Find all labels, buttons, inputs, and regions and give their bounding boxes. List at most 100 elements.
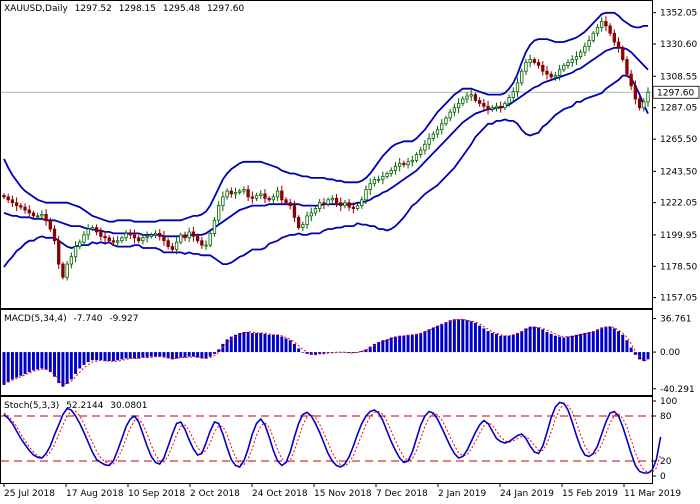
candle [625,56,629,78]
candle [191,226,196,242]
candle-body [259,193,263,196]
macd-header: MACD(5,34,4) -7.740 -9.927 [4,314,138,324]
candle-body [477,100,482,104]
macd-histogram-bar [107,352,111,362]
candle [427,133,431,150]
candle-body [288,202,292,207]
macd-histogram-bar [276,334,280,353]
current-price-label: 1297.60 [657,88,694,98]
candle [259,190,263,200]
bollinger-lower-line [3,74,649,268]
candle-body [61,263,65,278]
candle [149,232,153,239]
candle [10,195,15,208]
macd-histogram-bar [111,352,115,362]
candle-body [2,195,6,198]
candle-body [301,224,305,228]
macd-histogram-bar [469,321,473,353]
candle [452,103,457,117]
candle-body [435,129,440,135]
macd-histogram-bar [621,334,625,353]
candle [570,55,574,67]
candle-body [339,202,343,207]
macd-histogram-bar [212,352,216,354]
candle-body [128,233,132,236]
candle-body [608,25,612,34]
macd-histogram-bar [402,335,406,353]
candle [612,29,616,46]
date-tick-label: 15 Feb 2019 [562,489,618,499]
candle-body [646,91,650,103]
date-tick-label: 10 Sep 2018 [128,489,185,499]
candle-body [330,197,334,201]
macd-histogram-bar [389,337,393,353]
macd-histogram-bar [250,332,254,353]
candle [629,69,633,91]
macd-signal-line [3,318,648,385]
macd-histogram-bar [570,335,574,353]
stoch-tick-label: 0 [660,472,666,482]
candle-body [511,91,515,98]
candle [389,167,393,177]
macd-histogram-bar [31,352,35,371]
stoch-panel-frame [0,396,653,484]
date-tick-label: 17 Aug 2018 [66,489,124,499]
macd-histogram-bar [507,335,511,353]
macd-histogram-bar [145,352,149,358]
candle [305,211,309,229]
candle [477,97,482,107]
macd-histogram-bar [385,339,389,353]
candle-body [360,199,364,207]
candle [440,118,444,135]
candle [145,231,149,243]
price-tick-label: 1287.05 [660,104,697,114]
candle [250,191,255,204]
macd-histogram-bar [398,335,402,353]
candle-body [600,21,604,28]
stochastic-panel [1,401,662,474]
candle-body [309,212,313,217]
candle-body [166,240,170,247]
macd-label: MACD(5,34,4) [4,314,67,324]
macd-histogram-bar [6,352,10,383]
macd-histogram-bar [229,336,233,353]
candle [499,101,503,113]
candle-body [318,202,322,209]
candle-body [322,202,326,205]
candle-body [195,235,200,242]
candle [541,61,545,76]
candle [166,237,170,250]
macd-histogram-bar [162,352,166,358]
macd-histogram-bar [36,352,40,370]
candle [355,203,360,211]
candle-body [153,233,158,236]
macd-histogram-bar [259,332,263,353]
macd-histogram-bar [461,319,465,353]
stoch-label: Stoch(5,3,3) [4,401,59,411]
candle [124,230,128,242]
candle [31,210,36,219]
candle [587,35,591,52]
candle [435,125,440,138]
candle-body [284,199,288,204]
candle [292,200,297,223]
candle-body [31,212,36,217]
candle-body [541,64,545,72]
macd-histogram-bar [406,334,410,353]
macd-histogram-bar [486,331,490,353]
macd-histogram-bar [482,328,486,353]
price-tick-label: 1157.05 [660,294,697,304]
macd-histogram-bar [343,352,347,353]
price-panel-frame [0,0,653,309]
candle-body [562,64,566,71]
candle [368,178,372,195]
candle [275,186,280,202]
candle [111,236,116,246]
candle-body [410,159,414,163]
macd-histogram-bar [57,352,61,384]
candle [448,108,452,122]
candle-body [452,107,457,113]
candle [532,57,537,65]
candle [301,221,305,231]
